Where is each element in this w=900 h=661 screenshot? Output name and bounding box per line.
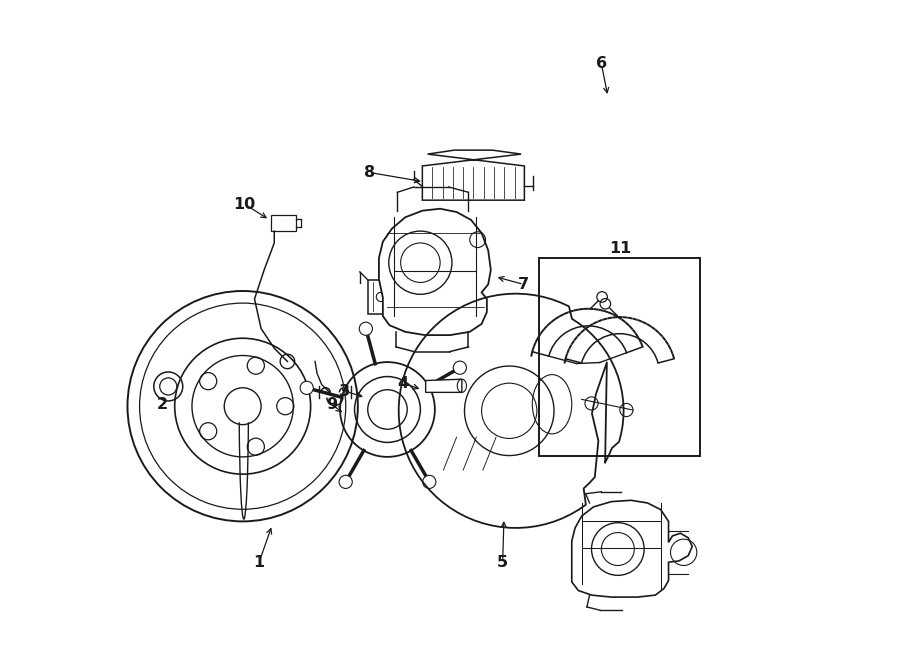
- Bar: [539, 258, 700, 455]
- Text: 4: 4: [397, 375, 409, 391]
- Polygon shape: [422, 150, 525, 200]
- Circle shape: [300, 381, 313, 395]
- Polygon shape: [379, 209, 490, 335]
- Text: 11: 11: [608, 241, 631, 256]
- Text: 10: 10: [233, 196, 256, 212]
- Text: 2: 2: [157, 397, 168, 412]
- Circle shape: [339, 475, 352, 488]
- Text: 8: 8: [364, 165, 375, 180]
- Text: 7: 7: [518, 277, 529, 292]
- Circle shape: [359, 322, 373, 335]
- Polygon shape: [572, 500, 692, 597]
- Circle shape: [423, 475, 436, 488]
- Text: 5: 5: [497, 555, 508, 570]
- Text: 9: 9: [326, 397, 338, 412]
- Text: 1: 1: [254, 555, 265, 570]
- Text: 6: 6: [596, 56, 607, 71]
- Text: 3: 3: [339, 383, 350, 399]
- Circle shape: [454, 361, 466, 374]
- Polygon shape: [426, 379, 462, 393]
- Polygon shape: [368, 280, 456, 314]
